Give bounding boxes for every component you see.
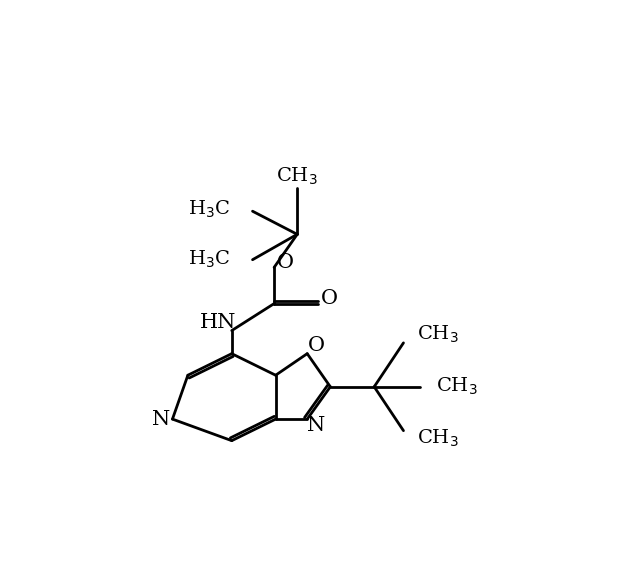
Text: O: O (321, 289, 338, 308)
Text: N: N (307, 416, 326, 435)
Text: CH$_3$: CH$_3$ (417, 324, 458, 345)
Text: CH$_3$: CH$_3$ (276, 166, 318, 187)
Text: N: N (152, 410, 170, 429)
Text: CH$_3$: CH$_3$ (417, 427, 458, 449)
Text: CH$_3$: CH$_3$ (436, 376, 477, 398)
Text: O: O (277, 253, 294, 272)
Text: HN: HN (200, 313, 236, 332)
Text: H$_3$C: H$_3$C (188, 249, 230, 270)
Text: O: O (308, 336, 325, 355)
Text: H$_3$C: H$_3$C (188, 198, 230, 219)
